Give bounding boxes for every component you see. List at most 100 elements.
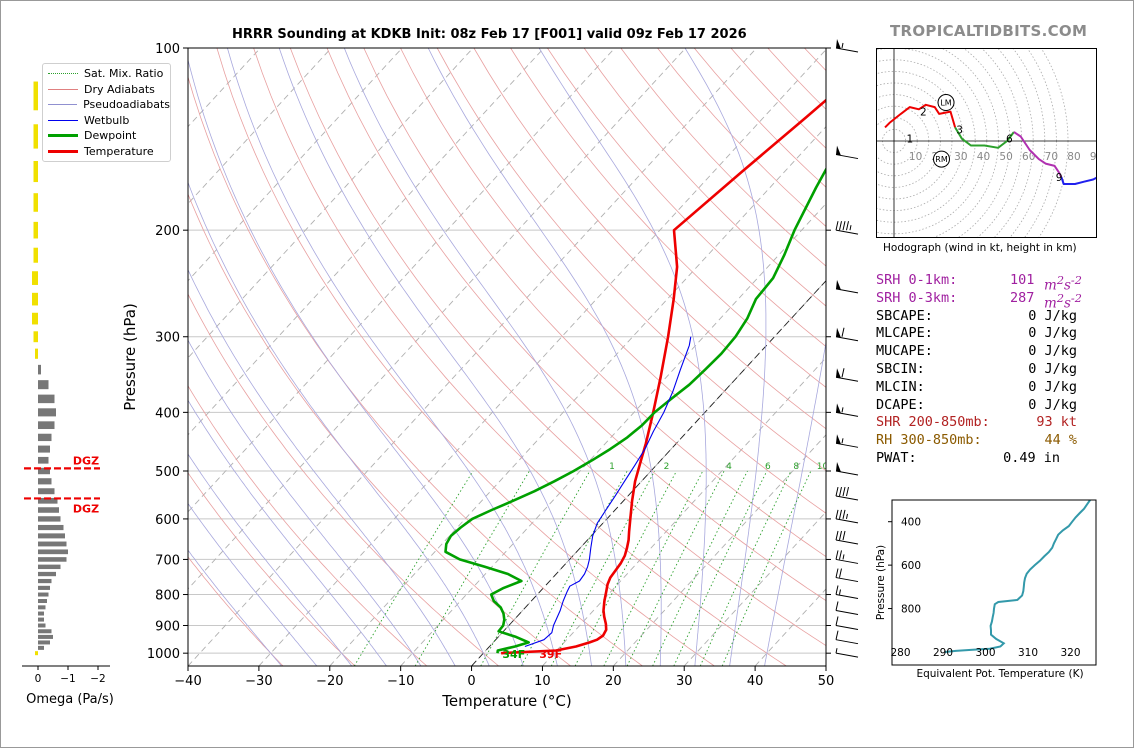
omega-bar xyxy=(38,592,49,597)
hodograph-ring xyxy=(1008,48,1046,238)
chart-title: HRRR Sounding at KDKB Init: 08z Feb 17 [… xyxy=(232,27,747,42)
sat-mix-ratio-line xyxy=(353,470,474,666)
storm-motion-label: LM xyxy=(940,99,951,108)
x-tick-label: 40 xyxy=(747,674,764,689)
stat-label: SBCIN: xyxy=(876,360,925,377)
hodograph-ring-label: 40 xyxy=(977,151,990,163)
sat-mix-ratio-line xyxy=(521,470,628,666)
stat-value: 287 xyxy=(1010,289,1035,306)
stat-row: DCAPE: 0 J/kg xyxy=(876,397,1077,415)
plot-area: 1 2 4 6 8 10 13 16 20 24 30 36 xyxy=(188,48,826,666)
pseudoadiabat xyxy=(684,48,767,666)
wind-barb-full xyxy=(842,486,846,497)
wind-barb-full xyxy=(835,601,839,611)
wind-barb-full xyxy=(839,221,842,231)
wind-barb-full xyxy=(839,550,842,560)
stat-label: DCAPE: xyxy=(876,396,925,413)
legend-swatch xyxy=(48,149,78,153)
stat-value: 0.49 in xyxy=(1003,449,1060,466)
omega-bar xyxy=(33,161,38,183)
chart-legend: Sat. Mix. Ratio Dry Adiabats Pseudoadiabat… xyxy=(42,63,171,162)
x-tick-label: −20 xyxy=(316,674,343,689)
wind-barb-full xyxy=(846,221,849,231)
storm-motion-marker xyxy=(933,150,951,168)
wind-barb-full xyxy=(842,221,846,231)
omega-bar xyxy=(38,541,67,547)
x-tick-label: −1 xyxy=(60,673,75,685)
wind-barb-half xyxy=(841,438,844,444)
wind-barb-full xyxy=(842,509,846,520)
x-tick-label: 310 xyxy=(1018,647,1038,659)
y-tick-label: 300 xyxy=(155,331,180,346)
stat-unit: m2s-2 xyxy=(1044,274,1082,294)
omega-bar xyxy=(38,557,67,562)
omega-bar xyxy=(38,617,44,622)
wind-barb xyxy=(835,434,859,448)
stat-unit: m2s-2 xyxy=(1044,291,1082,312)
omega-bar xyxy=(38,571,56,577)
x-tick-label: 320 xyxy=(1060,647,1080,659)
stat-value: 0 J/kg xyxy=(1028,325,1077,342)
sat-mix-ratio-line xyxy=(652,470,748,666)
dgz-label: DGZ xyxy=(73,454,99,467)
wind-barb-flag xyxy=(836,403,841,414)
pseudoadiabat xyxy=(343,48,627,666)
stat-label: PWAT: xyxy=(876,449,917,466)
wind-barb-half xyxy=(835,648,838,654)
pseudoadiabat xyxy=(188,502,318,666)
wind-barb xyxy=(835,327,859,342)
isotherm xyxy=(258,48,826,666)
wind-barb-half xyxy=(846,513,848,520)
wind-barb-flag xyxy=(836,145,841,156)
omega-bar xyxy=(38,421,55,430)
dry-adiabat xyxy=(188,385,428,666)
wind-barb-full xyxy=(835,568,839,578)
stat-value: 44 % xyxy=(1044,432,1077,449)
stat-label: MUCAPE: xyxy=(876,343,933,360)
plot-frame xyxy=(187,47,827,667)
omega-bar xyxy=(38,433,52,442)
hodograph-chart: 10203040506070809012369LMRM xyxy=(876,48,1097,238)
wind-barb xyxy=(835,509,859,524)
y-tick-label: 200 xyxy=(155,224,180,239)
wind-barb xyxy=(835,145,859,160)
x-tick-label: 0 xyxy=(35,673,42,685)
omega-bar xyxy=(38,585,50,590)
x-tick-label: 300 xyxy=(975,647,995,659)
sat-mix-ratio-line xyxy=(603,470,704,666)
omega-bar xyxy=(38,497,58,504)
y-tick-label: 800 xyxy=(155,589,180,604)
wind-barb-flag xyxy=(836,462,841,473)
hodograph-ring-label: 80 xyxy=(1067,151,1080,163)
y-tick-label: 400 xyxy=(155,406,180,421)
y-tick-label: 600 xyxy=(155,513,180,528)
wind-barb-shaft xyxy=(835,624,859,630)
wind-barb-shaft xyxy=(835,558,859,564)
legend-swatch xyxy=(48,119,78,121)
wind-barb-shaft xyxy=(835,495,859,501)
y-axis-label: Pressure (hPa) xyxy=(121,303,139,411)
x-tick-label: −30 xyxy=(245,674,272,689)
omega-bar xyxy=(38,445,50,453)
stat-value: 0 J/kg xyxy=(1028,378,1077,395)
stat-row: SRH 0-1km: 101 m2s-2 xyxy=(876,272,1082,294)
hodograph-height-label: 3 xyxy=(956,125,963,137)
dry-adiabat xyxy=(436,48,826,472)
x-tick-label: 20 xyxy=(605,674,622,689)
omega-bar xyxy=(38,488,55,495)
y-tick-label: 1000 xyxy=(147,647,180,662)
legend-item: Wetbulb xyxy=(43,113,170,129)
dry-adiabat xyxy=(188,472,356,666)
omega-bar xyxy=(38,645,44,650)
hodograph-trace xyxy=(954,126,1015,149)
stat-label: SRH 0-1km: xyxy=(876,272,958,288)
legend-swatch xyxy=(48,88,78,90)
omega-bar xyxy=(38,578,52,584)
wind-barb xyxy=(835,530,859,545)
legend-item: Pseudoadiabats xyxy=(43,97,170,113)
wind-barb-full xyxy=(835,530,839,541)
dry-adiabat xyxy=(510,48,826,388)
hodograph-trace xyxy=(884,103,957,129)
hodograph-area: 10203040506070809012369LMRM xyxy=(876,48,1097,238)
wind-barb xyxy=(835,568,859,583)
